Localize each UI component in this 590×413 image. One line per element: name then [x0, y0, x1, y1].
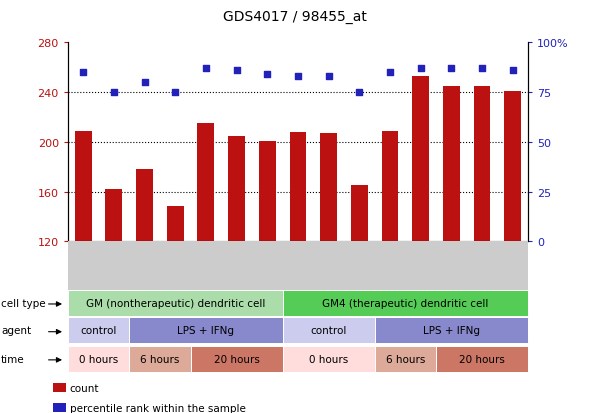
Point [293, 74, 303, 81]
Text: agent: agent [1, 325, 31, 336]
Bar [106, 190, 122, 242]
Text: 6 hours: 6 hours [386, 354, 425, 364]
Bar [167, 207, 183, 242]
Point [140, 80, 149, 86]
Point [201, 66, 211, 72]
Text: percentile rank within the sample: percentile rank within the sample [70, 403, 245, 413]
Point [416, 66, 425, 72]
Text: GDS4017 / 98455_at: GDS4017 / 98455_at [223, 10, 367, 24]
Bar [504, 92, 521, 242]
Point [508, 68, 517, 74]
Point [477, 66, 487, 72]
Bar [75, 131, 91, 242]
Bar [443, 87, 460, 242]
Bar [290, 133, 306, 242]
Bar [382, 131, 398, 242]
Point [447, 66, 456, 72]
Text: LPS + IFNg: LPS + IFNg [178, 325, 234, 336]
Bar [412, 77, 429, 242]
Bar [136, 170, 153, 242]
Text: 0 hours: 0 hours [79, 354, 118, 364]
Point [109, 90, 119, 96]
Text: control: control [80, 325, 117, 336]
Text: control: control [310, 325, 347, 336]
Point [78, 70, 88, 76]
Bar [228, 136, 245, 242]
Point [324, 74, 333, 81]
Text: count: count [70, 383, 99, 393]
Bar [198, 124, 214, 242]
Text: GM4 (therapeutic) dendritic cell: GM4 (therapeutic) dendritic cell [322, 298, 489, 308]
Text: LPS + IFNg: LPS + IFNg [423, 325, 480, 336]
Bar [351, 186, 368, 242]
Point [263, 72, 272, 78]
Text: GM (nontherapeutic) dendritic cell: GM (nontherapeutic) dendritic cell [86, 298, 265, 308]
Bar [320, 134, 337, 242]
Text: 0 hours: 0 hours [309, 354, 348, 364]
Text: 6 hours: 6 hours [140, 354, 179, 364]
Point [171, 90, 180, 96]
Text: cell type: cell type [1, 298, 46, 308]
Text: time: time [1, 354, 25, 364]
Point [385, 70, 395, 76]
Point [355, 90, 364, 96]
Bar [474, 87, 490, 242]
Text: 20 hours: 20 hours [459, 354, 505, 364]
Bar [259, 141, 276, 242]
Point [232, 68, 241, 74]
Text: 20 hours: 20 hours [214, 354, 260, 364]
